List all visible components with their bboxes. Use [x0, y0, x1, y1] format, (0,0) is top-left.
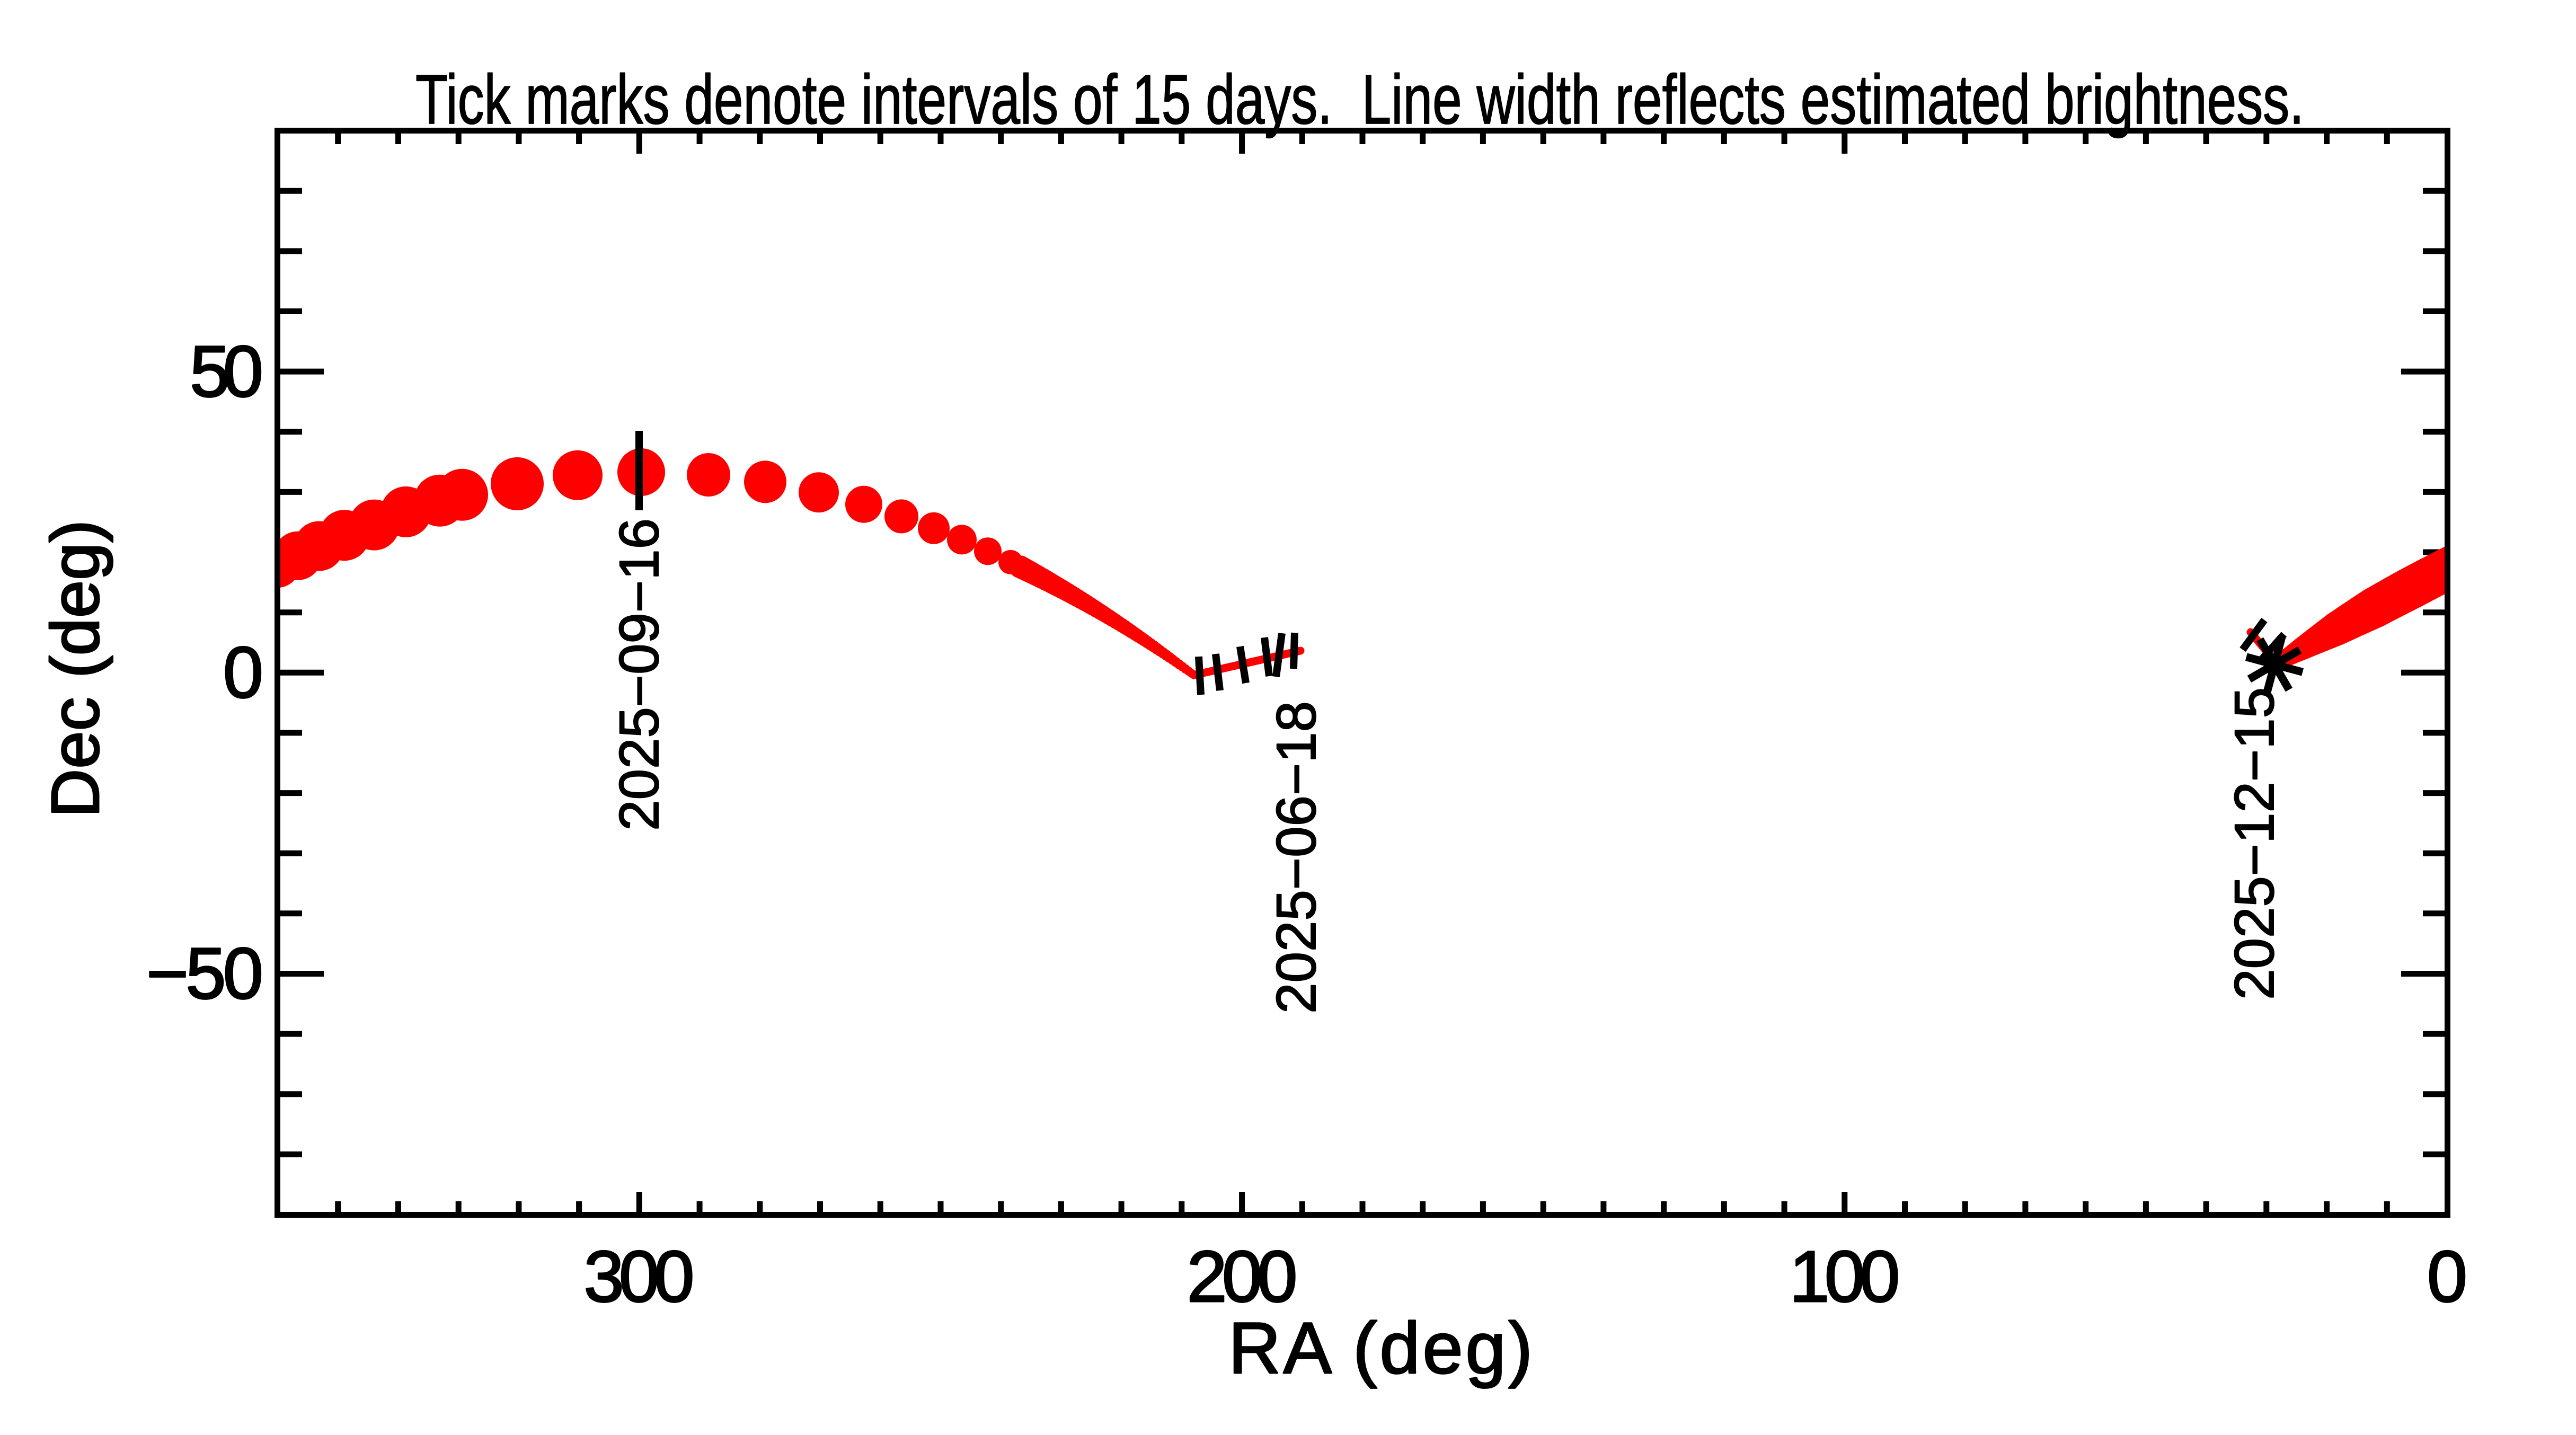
- svg-text:100: 100: [1790, 1236, 1900, 1317]
- svg-text:−50: −50: [146, 933, 263, 1014]
- svg-text:Tick marks denote intervals of: Tick marks denote intervals of 15 days. …: [415, 60, 2304, 138]
- svg-text:2025−12−15: 2025−12−15: [2224, 687, 2286, 1000]
- svg-text:RA (deg): RA (deg): [1228, 1308, 1533, 1389]
- svg-text:0: 0: [2427, 1236, 2467, 1317]
- svg-text:300: 300: [584, 1236, 695, 1317]
- svg-text:200: 200: [1187, 1236, 1298, 1317]
- svg-text:0: 0: [223, 632, 263, 713]
- svg-text:2025−09−16: 2025−09−16: [608, 518, 670, 831]
- svg-text:50: 50: [190, 331, 263, 412]
- svg-text:2025−06−18: 2025−06−18: [1265, 701, 1327, 1014]
- svg-text:Dec (deg): Dec (deg): [38, 520, 113, 818]
